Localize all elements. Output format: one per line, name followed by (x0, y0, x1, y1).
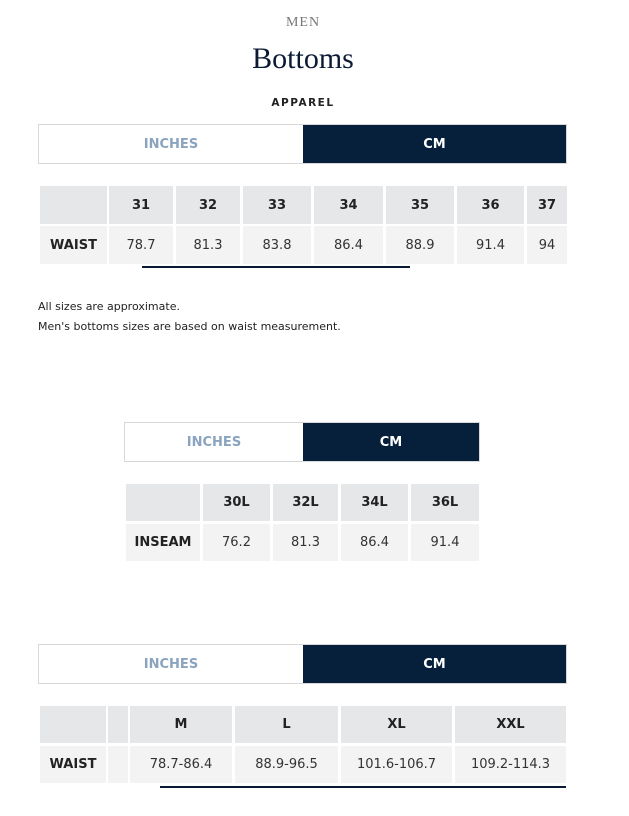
value-cell: 109.2-114.3 (455, 746, 566, 783)
category-label: APPAREL (271, 97, 335, 109)
corner-cell (40, 186, 107, 224)
spacer-cell (108, 706, 128, 743)
value-cell: 78.7-86.4 (130, 746, 232, 783)
value-cell: 91.4 (411, 524, 479, 561)
row-label: WAIST (40, 746, 106, 783)
value-cell: 86.4 (341, 524, 408, 561)
inches-tab[interactable]: INCHES (39, 125, 303, 163)
size-header-cell: 34L (341, 484, 408, 521)
cm-tab[interactable]: CM (303, 645, 566, 683)
horizontal-scrollbar[interactable] (142, 266, 410, 268)
spacer-cell (108, 746, 128, 783)
size-header-cell: 36 (457, 186, 524, 224)
size-header-cell: XXL (455, 706, 566, 743)
horizontal-scrollbar[interactable] (160, 786, 566, 788)
inches-tab[interactable]: INCHES (125, 423, 303, 461)
value-cell: 101.6-106.7 (341, 746, 452, 783)
section-label: MEN (285, 15, 321, 30)
size-header-cell: 31 (109, 186, 173, 224)
size-header-cell: M (130, 706, 232, 743)
value-cell: 81.3 (176, 226, 240, 264)
row-label: WAIST (40, 226, 107, 264)
size-header-cell: 30L (203, 484, 270, 521)
size-header-cell: 33 (243, 186, 311, 224)
unit-toggle: INCHES CM (124, 422, 480, 462)
value-cell: 81.3 (273, 524, 338, 561)
value-cell: 78.7 (109, 226, 173, 264)
size-header-cell: 32 (176, 186, 240, 224)
corner-cell (126, 484, 200, 521)
unit-toggle: INCHES CM (38, 124, 567, 164)
note: All sizes are approximate. (38, 300, 180, 313)
page-title: Bottoms (252, 42, 354, 75)
corner-cell (40, 706, 106, 743)
value-cell: 88.9 (386, 226, 454, 264)
size-header-cell: 37 (527, 186, 567, 224)
value-cell: 91.4 (457, 226, 524, 264)
inches-tab[interactable]: INCHES (39, 645, 303, 683)
unit-toggle: INCHES CM (38, 644, 567, 684)
note: Men's bottoms sizes are based on waist m… (38, 320, 341, 333)
value-cell: 88.9-96.5 (235, 746, 338, 783)
size-header-cell: 34 (314, 186, 383, 224)
value-cell: 83.8 (243, 226, 311, 264)
value-cell: 76.2 (203, 524, 270, 561)
cm-tab[interactable]: CM (303, 125, 566, 163)
size-header-cell: 32L (273, 484, 338, 521)
cm-tab[interactable]: CM (303, 423, 479, 461)
size-header-cell: L (235, 706, 338, 743)
value-cell: 94 (527, 226, 567, 264)
value-cell: 86.4 (314, 226, 383, 264)
size-header-cell: 35 (386, 186, 454, 224)
size-header-cell: XL (341, 706, 452, 743)
row-label: INSEAM (126, 524, 200, 561)
size-header-cell: 36L (411, 484, 479, 521)
